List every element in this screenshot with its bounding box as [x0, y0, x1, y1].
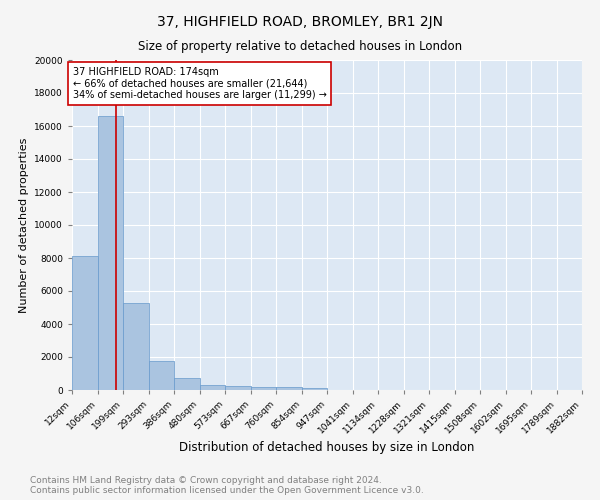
- Bar: [123, 302, 149, 390]
- Bar: [72, 256, 98, 390]
- Bar: [149, 361, 174, 390]
- Text: 37, HIGHFIELD ROAD, BROMLEY, BR1 2JN: 37, HIGHFIELD ROAD, BROMLEY, BR1 2JN: [157, 15, 443, 29]
- Bar: [225, 386, 251, 390]
- Bar: [98, 116, 123, 390]
- Bar: [200, 385, 225, 390]
- Bar: [276, 387, 302, 390]
- Text: Contains HM Land Registry data © Crown copyright and database right 2024.
Contai: Contains HM Land Registry data © Crown c…: [30, 476, 424, 495]
- Bar: [251, 386, 276, 390]
- Y-axis label: Number of detached properties: Number of detached properties: [19, 138, 29, 312]
- Bar: [302, 388, 327, 390]
- Bar: [174, 378, 200, 390]
- Text: 37 HIGHFIELD ROAD: 174sqm
← 66% of detached houses are smaller (21,644)
34% of s: 37 HIGHFIELD ROAD: 174sqm ← 66% of detac…: [73, 66, 326, 100]
- X-axis label: Distribution of detached houses by size in London: Distribution of detached houses by size …: [179, 440, 475, 454]
- Text: Size of property relative to detached houses in London: Size of property relative to detached ho…: [138, 40, 462, 53]
